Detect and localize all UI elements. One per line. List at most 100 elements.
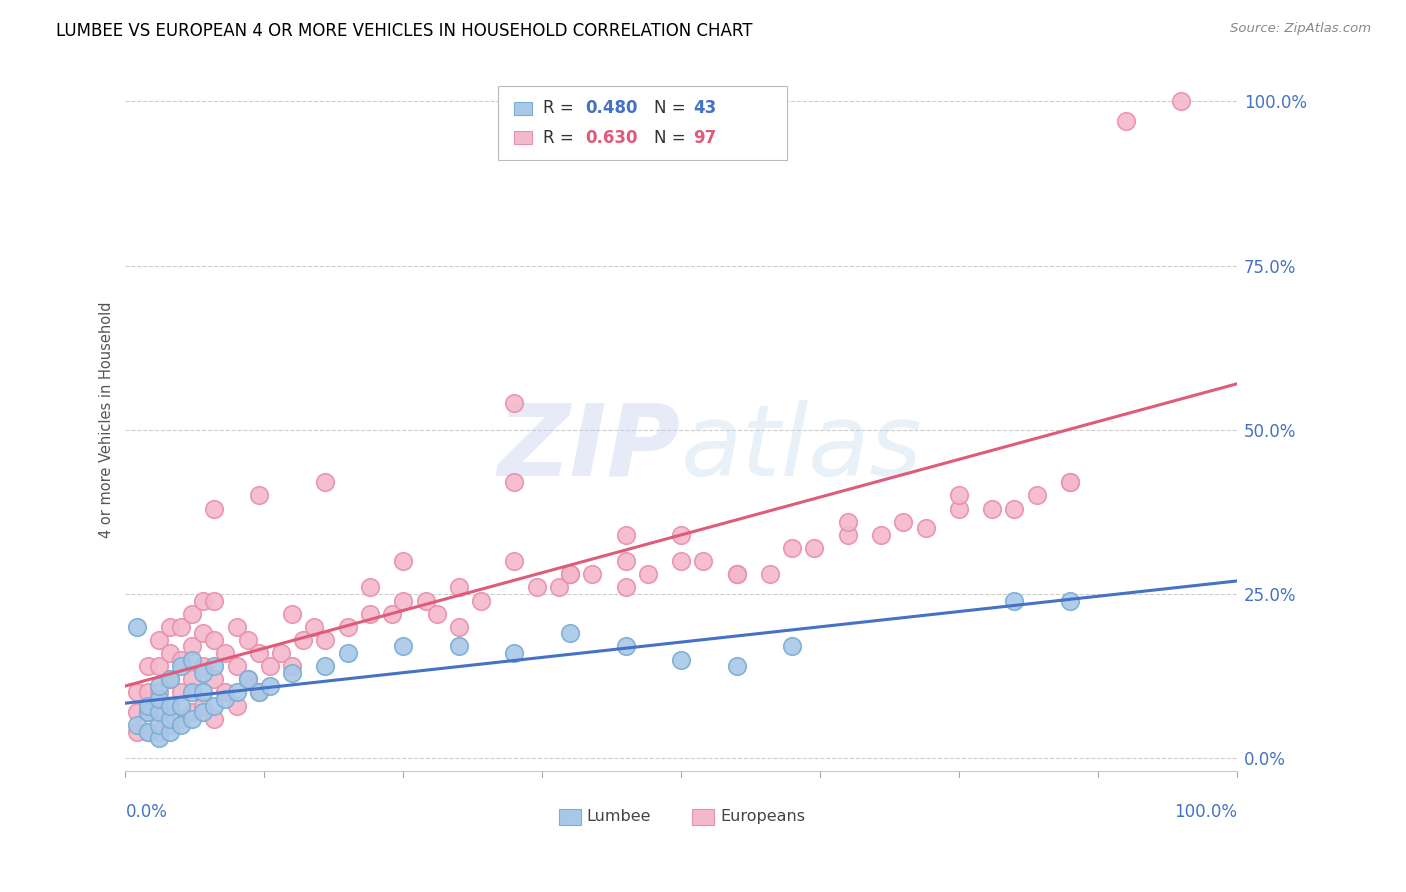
Text: R =: R = <box>543 99 579 117</box>
Point <box>181 673 204 687</box>
Point <box>558 567 581 582</box>
Point <box>759 567 782 582</box>
Point <box>136 659 159 673</box>
Point <box>125 705 148 719</box>
FancyBboxPatch shape <box>515 131 533 144</box>
Point <box>637 567 659 582</box>
Point <box>669 528 692 542</box>
Point <box>193 665 215 680</box>
Point <box>125 685 148 699</box>
FancyBboxPatch shape <box>558 809 581 825</box>
Text: LUMBEE VS EUROPEAN 4 OR MORE VEHICLES IN HOUSEHOLD CORRELATION CHART: LUMBEE VS EUROPEAN 4 OR MORE VEHICLES IN… <box>56 22 752 40</box>
Point <box>236 673 259 687</box>
Point <box>136 724 159 739</box>
Point <box>259 659 281 673</box>
Point <box>669 652 692 666</box>
Point <box>193 705 215 719</box>
Text: 0.630: 0.630 <box>585 128 638 146</box>
Point <box>193 626 215 640</box>
Point <box>447 580 470 594</box>
FancyBboxPatch shape <box>692 809 714 825</box>
Point <box>1170 95 1192 109</box>
Point <box>170 652 193 666</box>
Point <box>1004 501 1026 516</box>
Point <box>725 567 748 582</box>
Text: Source: ZipAtlas.com: Source: ZipAtlas.com <box>1230 22 1371 36</box>
Point <box>148 718 170 732</box>
Point <box>159 673 181 687</box>
Point <box>181 712 204 726</box>
Text: N =: N = <box>654 99 692 117</box>
Point <box>159 712 181 726</box>
Point <box>914 521 936 535</box>
Point <box>159 724 181 739</box>
Text: N =: N = <box>654 128 692 146</box>
Point <box>170 712 193 726</box>
Point <box>547 580 569 594</box>
Point <box>948 488 970 502</box>
Point <box>447 640 470 654</box>
Point <box>558 626 581 640</box>
Point <box>503 646 526 660</box>
Point <box>170 659 193 673</box>
FancyBboxPatch shape <box>498 87 786 160</box>
Point <box>214 685 236 699</box>
Point <box>214 692 236 706</box>
Point <box>159 718 181 732</box>
Point <box>202 673 225 687</box>
Point <box>170 698 193 713</box>
Point <box>170 620 193 634</box>
Point <box>315 659 337 673</box>
Point <box>148 705 170 719</box>
Point <box>170 718 193 732</box>
Text: Europeans: Europeans <box>720 809 806 824</box>
Point <box>803 541 825 555</box>
Y-axis label: 4 or more Vehicles in Household: 4 or more Vehicles in Household <box>100 301 114 538</box>
Point <box>558 567 581 582</box>
Point <box>870 528 893 542</box>
Point <box>148 659 170 673</box>
Point <box>236 632 259 647</box>
Point <box>981 501 1004 516</box>
Point <box>614 528 637 542</box>
Point <box>503 396 526 410</box>
Point <box>891 515 914 529</box>
Point <box>159 698 181 713</box>
Point <box>136 705 159 719</box>
Point <box>247 646 270 660</box>
Point <box>236 673 259 687</box>
Text: R =: R = <box>543 128 579 146</box>
Point <box>214 646 236 660</box>
Point <box>336 620 359 634</box>
Point <box>148 685 170 699</box>
Point <box>159 646 181 660</box>
Point <box>304 620 326 634</box>
Point <box>259 679 281 693</box>
Point <box>381 607 404 621</box>
Point <box>247 685 270 699</box>
Text: 97: 97 <box>693 128 717 146</box>
Point <box>148 679 170 693</box>
Text: 100.0%: 100.0% <box>1174 803 1237 821</box>
Point <box>837 528 859 542</box>
Point <box>1059 475 1081 490</box>
Point <box>148 731 170 746</box>
Point <box>193 685 215 699</box>
Point <box>247 488 270 502</box>
Text: Lumbee: Lumbee <box>586 809 651 824</box>
Point <box>125 718 148 732</box>
Point <box>359 580 381 594</box>
Point <box>359 607 381 621</box>
Point <box>202 501 225 516</box>
Point <box>202 659 225 673</box>
Point <box>159 673 181 687</box>
Point <box>281 665 304 680</box>
Point <box>780 541 803 555</box>
Point <box>281 607 304 621</box>
Point <box>692 554 714 568</box>
Point <box>281 659 304 673</box>
Point <box>336 646 359 660</box>
Point <box>503 475 526 490</box>
Point <box>202 593 225 607</box>
Point <box>225 659 247 673</box>
